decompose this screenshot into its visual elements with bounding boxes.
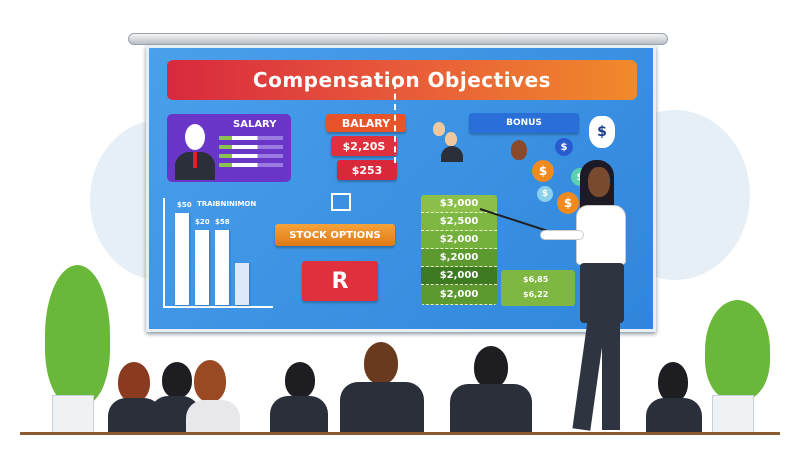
coin-icon: $ bbox=[555, 138, 573, 156]
salary-card: SALARY bbox=[167, 114, 291, 182]
coin-icon: $ bbox=[557, 192, 579, 214]
plant-pot bbox=[52, 395, 94, 433]
coin-icon: $ bbox=[532, 160, 554, 182]
floor-line bbox=[20, 432, 780, 435]
r-button: R bbox=[302, 261, 378, 301]
plant-right bbox=[705, 300, 770, 400]
presenter bbox=[540, 155, 670, 440]
chart-bar bbox=[235, 263, 249, 305]
training-label: TRAIBNINIMON bbox=[197, 200, 257, 208]
bar-label: $20 bbox=[195, 218, 210, 226]
amount-row: $2,000 bbox=[421, 267, 497, 285]
salary-progress-list bbox=[219, 136, 283, 167]
money-bag-icon: $ bbox=[589, 116, 615, 148]
woman-icon bbox=[511, 140, 527, 160]
amount-label: $6,85 bbox=[523, 275, 549, 284]
dashed-connector bbox=[394, 83, 396, 163]
green-stack: $3,000 $2,500 $2,000 $,2000 $2,000 $2,00… bbox=[421, 195, 497, 305]
amount-row: $2,000 bbox=[421, 285, 497, 305]
balary-box: BALARY bbox=[326, 114, 406, 132]
person-icon bbox=[175, 122, 215, 180]
team-icon bbox=[429, 118, 479, 168]
amount-row: $3,000 bbox=[421, 195, 497, 213]
amount-label: $6,22 bbox=[523, 290, 549, 299]
amount-row: $2,500 bbox=[421, 213, 497, 231]
chart-bar bbox=[195, 230, 209, 305]
salary-label: SALARY bbox=[233, 119, 277, 130]
chart-bar bbox=[175, 213, 189, 305]
plant-left bbox=[45, 265, 110, 405]
screen-roller bbox=[128, 33, 668, 45]
projection-screen: Compensation Objectives SALARY BALARY $2… bbox=[146, 45, 656, 332]
bar-label: $58 bbox=[215, 218, 230, 226]
amount-box: $2,20S bbox=[331, 136, 397, 156]
amount-box: $253 bbox=[337, 160, 397, 180]
chart-axis bbox=[163, 198, 165, 308]
home-icon bbox=[331, 193, 351, 211]
bar-label: $50 bbox=[177, 201, 192, 209]
chart-bar bbox=[215, 230, 229, 305]
amount-row: $,2000 bbox=[421, 249, 497, 267]
amount-row: $2,000 bbox=[421, 231, 497, 249]
chart-axis bbox=[163, 306, 273, 308]
bonus-bubble: BONUS bbox=[469, 113, 579, 133]
coin-icon: $ bbox=[537, 186, 553, 202]
small-green-box: $6,85 $6,22 bbox=[501, 270, 575, 306]
page-title: Compensation Objectives bbox=[167, 60, 637, 100]
plant-pot bbox=[712, 395, 754, 433]
stock-options-box: STOCK OPTIONS bbox=[275, 224, 395, 246]
